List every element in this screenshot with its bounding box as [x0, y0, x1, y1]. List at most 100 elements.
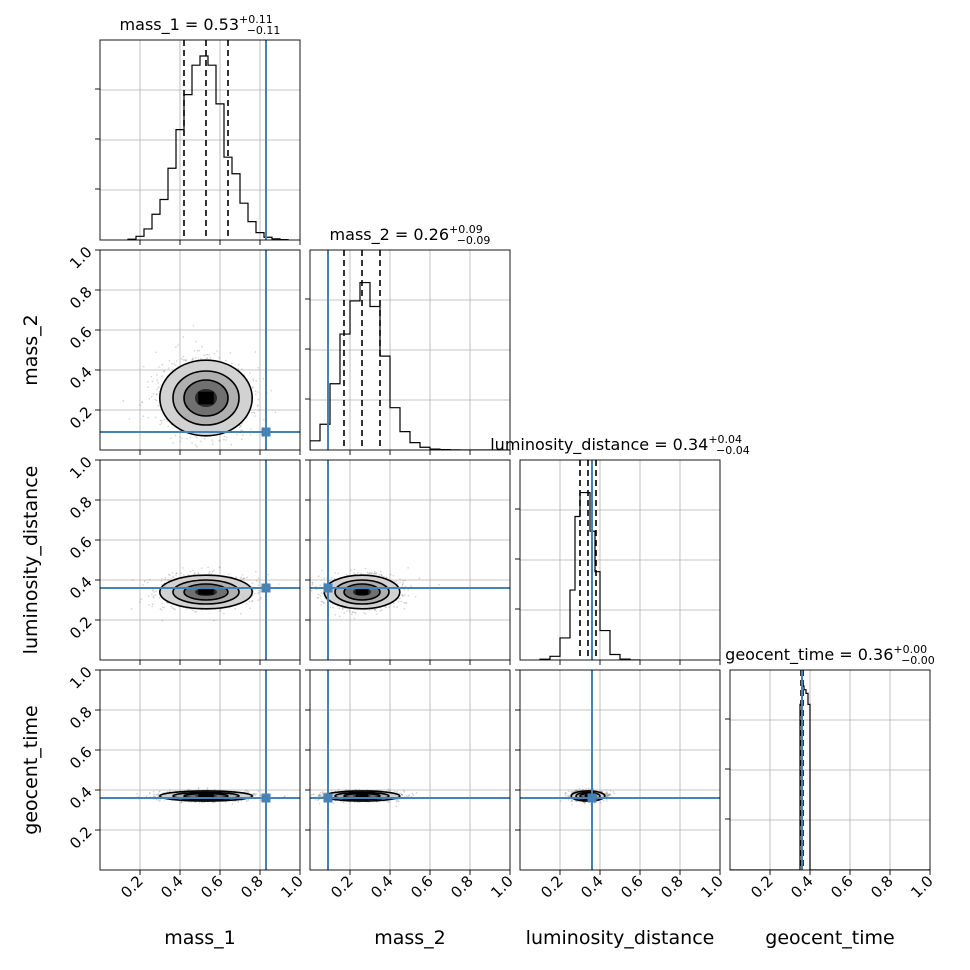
axes-frame: [309, 669, 511, 871]
title-lower-error: −0.11: [247, 24, 281, 37]
x-axis-label-geocent_time: geocent_time: [765, 927, 894, 949]
y-tick-label: 0.6: [66, 743, 96, 773]
y-tick-label: 1.0: [66, 453, 96, 483]
x-tick-label: 0.2: [747, 872, 777, 902]
contour-line: [172, 370, 240, 426]
x-tick-label: 0.8: [657, 872, 687, 902]
title-upper-error: +0.00: [893, 643, 927, 656]
x-tick-label: 0.4: [157, 872, 187, 902]
axes-frame: [99, 249, 301, 451]
marginal-panel-mass_1: mass_1 = 0.53+0.11 −0.11: [95, 13, 301, 245]
x-tick-label: 0.6: [197, 872, 227, 902]
marginal-panel-luminosity_distance: luminosity_distance = 0.34+0.04 −0.04: [490, 433, 750, 665]
axes-frame: [729, 669, 931, 871]
x-tick-label: 1.0: [907, 872, 937, 902]
axes-frame: [99, 39, 301, 241]
x-axis-label-mass_2: mass_2: [374, 927, 446, 949]
truth-marker: [261, 793, 271, 803]
x-tick-label: 1.0: [487, 872, 517, 902]
contour-line: [334, 791, 390, 801]
truth-marker: [587, 793, 597, 803]
x-tick-label: 0.8: [867, 872, 897, 902]
y-tick-label: 0.8: [66, 283, 96, 313]
truth-marker: [323, 583, 333, 593]
density-peak: [355, 589, 369, 595]
density-peak: [198, 391, 214, 405]
contour-line: [343, 583, 381, 601]
joint-panel-mass_1-luminosity_distance: 0.2 0.4 0.6 0.8 1.0: [66, 453, 301, 665]
truth-marker: [323, 793, 333, 803]
axes-frame: [519, 669, 721, 871]
title-value: geocent_time = 0.36: [725, 645, 893, 665]
histogram-luminosity_distance: [539, 491, 640, 660]
axes-frame: [309, 249, 511, 451]
y-tick-label: 0.8: [66, 493, 96, 523]
density-peak: [198, 589, 214, 595]
contour-line: [159, 790, 254, 802]
title-upper-error: +0.11: [239, 13, 273, 26]
x-tick-label: 0.8: [447, 872, 477, 902]
title-lower-error: −0.00: [901, 654, 935, 667]
y-tick-label: 0.4: [66, 363, 96, 393]
y-tick-label: 1.0: [66, 243, 96, 273]
x-tick-label: 0.2: [327, 872, 357, 902]
y-axis-label-mass_2: mass_2: [20, 314, 42, 386]
contour-line: [172, 791, 240, 801]
title-mass_2: mass_2 = 0.26+0.09 −0.09: [330, 223, 491, 247]
x-tick-label: 0.6: [827, 872, 857, 902]
density-peak: [198, 794, 214, 798]
y-tick-label: 0.2: [66, 403, 96, 433]
x-tick-label: 0.4: [577, 872, 607, 902]
title-upper-error: +0.04: [708, 433, 742, 446]
title-luminosity_distance: luminosity_distance = 0.34+0.04 −0.04: [490, 433, 750, 457]
joint-panel-mass_2-geocent_time: 0.2 0.4 0.6 0.8 1.0: [305, 669, 517, 902]
title-mass_1: mass_1 = 0.53+0.11 −0.11: [120, 13, 281, 37]
y-axis-label-geocent_time: geocent_time: [20, 705, 42, 834]
joint-panel-mass_1-mass_2: 0.2 0.4 0.6 0.8 1.0: [66, 243, 301, 455]
truth-marker: [261, 427, 271, 437]
title-value: luminosity_distance = 0.34: [490, 435, 708, 455]
histogram-mass_2: [310, 281, 510, 450]
histogram-geocent_time: [730, 685, 930, 870]
x-tick-label: 0.6: [407, 872, 437, 902]
joint-panel-mass_1-geocent_time: 0.2 0.4 0.6 0.8 1.0 0.2 0.4 0.6 0.8 1.0: [66, 663, 307, 902]
x-tick-label: 0.4: [367, 872, 397, 902]
x-tick-label: 0.2: [537, 872, 567, 902]
contour-line: [159, 574, 254, 610]
axes-frame: [99, 459, 301, 661]
marginal-panel-mass_2: mass_2 = 0.26+0.09 −0.09: [305, 223, 511, 455]
y-axis-label-luminosity_distance: luminosity_distance: [20, 466, 42, 655]
y-tick-label: 0.4: [66, 783, 96, 813]
x-tick-label: 0.8: [237, 872, 267, 902]
contour-line: [159, 359, 254, 437]
y-tick-label: 1.0: [66, 663, 96, 693]
contour-line: [334, 579, 390, 605]
title-lower-error: −0.09: [457, 234, 491, 247]
y-tick-label: 0.6: [66, 533, 96, 563]
y-tick-label: 0.8: [66, 703, 96, 733]
x-tick-label: 0.6: [617, 872, 647, 902]
x-tick-label: 0.2: [117, 872, 147, 902]
contour-line: [172, 579, 240, 605]
joint-panel-luminosity_distance-geocent_time: 0.2 0.4 0.6 0.8 1.0: [515, 669, 727, 902]
title-lower-error: −0.04: [716, 444, 750, 457]
density-peak: [355, 794, 369, 798]
joint-panel-mass_2-luminosity_distance: [305, 459, 511, 665]
axes-frame: [99, 669, 301, 871]
x-tick-label: 1.0: [277, 872, 307, 902]
y-tick-label: 0.2: [66, 613, 96, 643]
y-tick-label: 0.4: [66, 573, 96, 603]
x-axis-label-mass_1: mass_1: [164, 927, 236, 949]
axes-frame: [309, 459, 511, 661]
title-upper-error: +0.09: [449, 223, 483, 236]
contour-line: [183, 379, 229, 417]
y-tick-label: 0.2: [66, 823, 96, 853]
axes-frame: [519, 459, 721, 661]
x-axis-label-luminosity_distance: luminosity_distance: [526, 927, 715, 949]
contour-line: [183, 583, 229, 601]
histogram-mass_1: [127, 55, 289, 240]
x-tick-label: 1.0: [697, 872, 727, 902]
y-tick-label: 0.6: [66, 323, 96, 353]
title-geocent_time: geocent_time = 0.36+0.00 −0.00: [725, 643, 935, 667]
x-tick-label: 0.4: [787, 872, 817, 902]
